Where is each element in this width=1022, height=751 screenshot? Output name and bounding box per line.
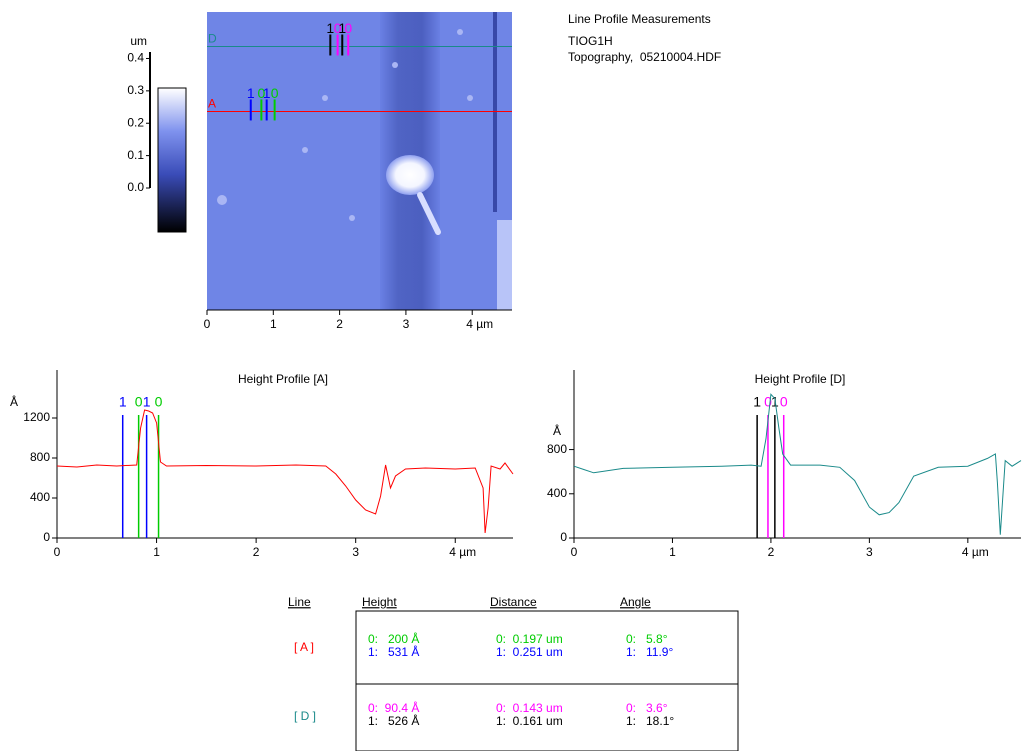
- cursor-label: 1: [143, 394, 151, 410]
- y-tick-label: 800: [547, 442, 567, 456]
- x-tick-label: 1: [153, 545, 160, 559]
- x-tick-label: 0: [204, 317, 211, 331]
- profile-line: [573, 393, 1022, 535]
- colorbar: [157, 87, 187, 233]
- chart-title: Height Profile [A]: [238, 372, 328, 386]
- colorbar-tick-label: 0.2: [127, 115, 144, 129]
- y-tick-label: 0: [560, 530, 567, 544]
- table-cell: 0: 200 Å: [368, 631, 419, 646]
- table-cell: 0: 5.8°: [626, 632, 668, 646]
- cursor-label: 0: [155, 394, 163, 410]
- x-tick-label: 1: [669, 545, 676, 559]
- table-header: Height: [362, 595, 397, 609]
- header-file: Topography, 05210004.HDF: [568, 50, 721, 64]
- cursor-label: 0: [271, 85, 279, 101]
- scan-line-label: D: [208, 32, 217, 46]
- topography-image: [207, 12, 512, 310]
- table-cell: 1: 11.9°: [626, 645, 673, 659]
- y-tick-label: 0: [43, 530, 50, 544]
- table-cell: 0: 3.6°: [626, 701, 668, 715]
- x-tick-label: 2: [768, 545, 775, 559]
- cursor-label: 0: [257, 85, 265, 101]
- table-cell: 1: 18.1°: [626, 714, 674, 728]
- table-header: Angle: [620, 595, 651, 609]
- colorbar-tick-label: 0.1: [127, 148, 144, 162]
- colorbar-tick-label: 0.0: [127, 180, 144, 194]
- y-tick-label: 400: [547, 486, 567, 500]
- row-label: [ A ]: [294, 640, 314, 654]
- y-tick-label: 400: [30, 490, 50, 504]
- table-cell: 1: 531 Å: [368, 644, 419, 659]
- cursor-label: 1: [119, 394, 127, 410]
- cursor-label: 0: [764, 394, 772, 410]
- y-axis-label: Å: [10, 394, 18, 409]
- scan-line-label: A: [208, 97, 216, 111]
- x-tick-label: 0: [571, 545, 578, 559]
- y-tick-label: 800: [30, 450, 50, 464]
- cursor-label: 0: [135, 394, 143, 410]
- row-label: [ D ]: [294, 709, 316, 723]
- colorbar-tick-label: 0.4: [127, 51, 144, 65]
- x-tick-label: 4 µm: [962, 545, 989, 559]
- x-tick-label: 4 µm: [466, 317, 493, 331]
- y-axis-label: Å: [553, 423, 561, 438]
- table-header: Distance: [490, 595, 537, 609]
- cursor-label: 1: [247, 85, 255, 101]
- table-cell: 0: 0.143 um: [496, 701, 563, 715]
- table-cell: 0: 90.4 Å: [368, 700, 419, 715]
- x-tick-label: 1: [270, 317, 277, 331]
- x-tick-label: 3: [866, 545, 873, 559]
- x-tick-label: 2: [336, 317, 343, 331]
- cursor-label: 0: [780, 394, 788, 410]
- header-sample: TIOG1H: [568, 34, 613, 48]
- cursor-label: 1: [753, 394, 761, 410]
- table-frame: [355, 610, 739, 751]
- cursor-label: 0: [334, 20, 342, 36]
- cursor-label: 0: [344, 20, 352, 36]
- profile-line: [56, 409, 514, 534]
- cursor-label: 1: [338, 20, 346, 36]
- header-title: Line Profile Measurements: [568, 12, 711, 26]
- chart-title: Height Profile [D]: [755, 372, 846, 386]
- table-cell: 0: 0.197 um: [496, 632, 563, 646]
- table-cell: 1: 0.161 um: [496, 714, 563, 728]
- table-cell: 1: 526 Å: [368, 713, 419, 728]
- table-cell: 1: 0.251 um: [496, 645, 563, 659]
- x-tick-label: 4 µm: [449, 545, 476, 559]
- x-tick-label: 2: [253, 545, 260, 559]
- x-tick-label: 0: [54, 545, 61, 559]
- cursor-label: 1: [326, 20, 334, 36]
- colorbar-unit: um: [130, 34, 147, 48]
- x-tick-label: 3: [352, 545, 359, 559]
- cursor-label: 1: [263, 85, 271, 101]
- x-tick-label: 3: [403, 317, 410, 331]
- colorbar-tick-label: 0.3: [127, 83, 144, 97]
- y-tick-label: 1200: [23, 410, 50, 424]
- table-header: Line: [288, 595, 311, 609]
